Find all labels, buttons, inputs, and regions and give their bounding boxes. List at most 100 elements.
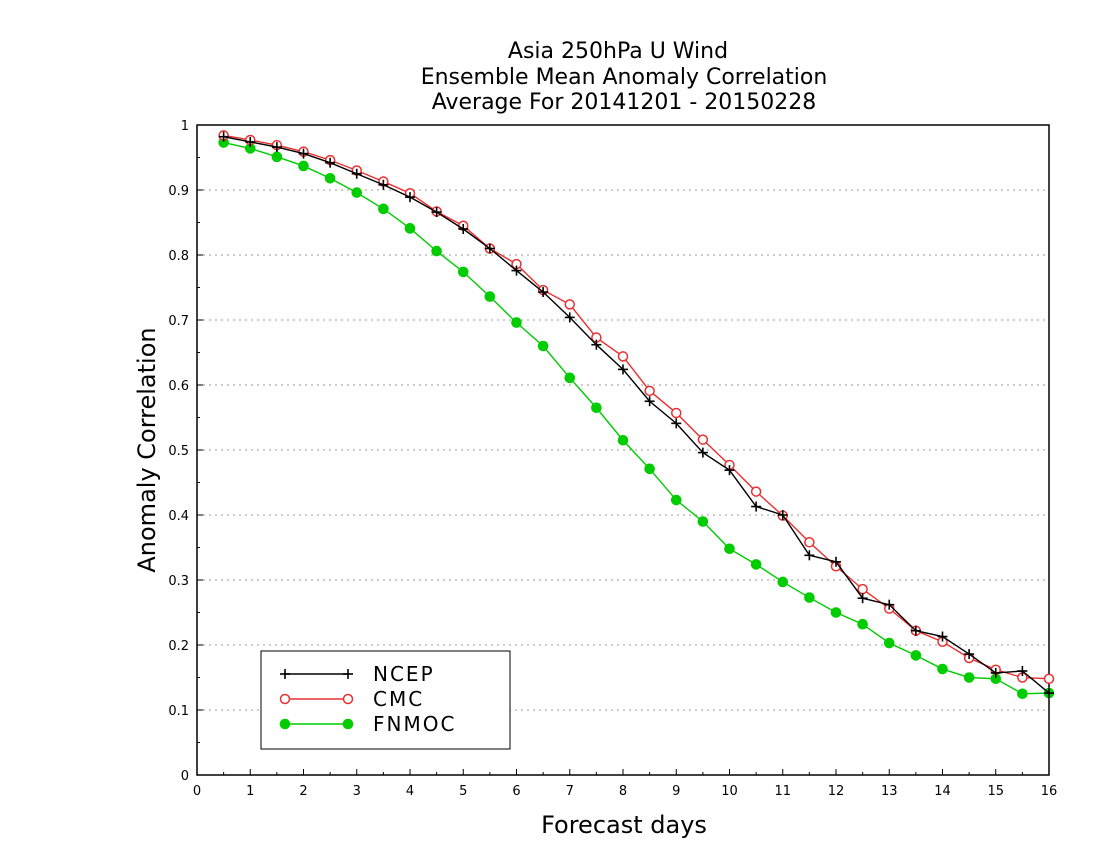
legend-item-ncep: NCEP (280, 662, 433, 686)
point-ncep-16 (644, 396, 655, 407)
x-tick-label-7: 7 (566, 784, 574, 799)
point-fnmoc-6 (378, 203, 389, 215)
x-tick-label-6: 6 (512, 784, 520, 799)
x-tick-label-15: 15 (987, 784, 1004, 799)
legend-marker-start-cmc (279, 693, 291, 705)
point-fnmoc-23 (830, 607, 842, 618)
point-ncep-12 (538, 287, 549, 298)
point-ncep-14 (591, 339, 602, 350)
title-line-3: Average For 20141201 - 20150228 (432, 90, 817, 115)
point-ncep-24 (857, 593, 868, 604)
point-cmc-17 (671, 407, 682, 419)
x-tick-label-13: 13 (881, 784, 898, 799)
point-fnmoc-20 (750, 559, 762, 570)
x-axis-title: Forecast days (541, 811, 707, 839)
point-ncep-22 (804, 550, 815, 561)
point-ncep-2 (271, 142, 282, 153)
y-tick-label-4: 0.4 (168, 509, 189, 524)
point-ncep-28 (964, 649, 975, 660)
point-cmc-31 (1043, 673, 1055, 685)
point-ncep-31 (1044, 688, 1054, 699)
y-tick-label-6: 0.6 (168, 379, 189, 394)
point-fnmoc-21 (777, 576, 789, 588)
point-ncep-20 (751, 501, 762, 512)
y-axis-title: Anomaly Correlation (133, 327, 161, 572)
y-tick-label-3: 0.3 (168, 574, 189, 589)
legend-marker-end-ncep (343, 669, 353, 679)
legend-marker-start-ncep (280, 669, 290, 679)
y-tick-label-7: 0.7 (168, 314, 189, 329)
y-tick-label-8: 0.8 (168, 249, 189, 264)
point-fnmoc-19 (724, 543, 735, 555)
chart-title: Asia 250hPa U Wind Ensemble Mean Anomaly… (421, 39, 828, 115)
point-fnmoc-28 (963, 672, 975, 683)
point-fnmoc-13 (564, 372, 576, 384)
point-cmc-18 (697, 434, 709, 445)
point-fnmoc-26 (910, 650, 922, 661)
x-tick-label-8: 8 (619, 784, 627, 799)
point-ncep-26 (910, 625, 921, 636)
legend-box (260, 650, 511, 750)
y-tick-label-1: 0.1 (168, 704, 189, 719)
point-ncep-10 (484, 243, 495, 254)
x-tick-label-16: 16 (1041, 784, 1058, 799)
series-fnmoc (218, 137, 1055, 700)
point-ncep-1 (245, 136, 256, 147)
point-ncep-23 (831, 556, 841, 567)
x-tick-label-3: 3 (353, 784, 361, 799)
y-tick-label-5: 0.5 (168, 444, 189, 459)
x-tick-label-9: 9 (672, 784, 680, 799)
title-line-1: Asia 250hPa U Wind (508, 39, 728, 64)
x-tick-label-14: 14 (934, 784, 951, 799)
x-tick-label-2: 2 (299, 784, 307, 799)
point-fnmoc-8 (431, 245, 442, 257)
point-ncep-3 (298, 148, 309, 159)
x-tick-label-0: 0 (193, 784, 201, 799)
point-cmc-15 (617, 351, 629, 362)
legend-label-fnmoc: FNMOC (373, 712, 456, 736)
point-fnmoc-17 (670, 494, 682, 506)
legend-marker-start-fnmoc (279, 718, 291, 730)
point-fnmoc-24 (857, 618, 868, 630)
point-ncep-19 (724, 465, 735, 476)
series-ncep (218, 131, 1054, 699)
point-fnmoc-7 (404, 223, 416, 234)
point-ncep-9 (458, 224, 469, 234)
y-tick-label-9: 0.9 (168, 184, 189, 199)
point-fnmoc-30 (1017, 688, 1028, 700)
point-fnmoc-3 (298, 160, 309, 172)
point-ncep-0 (218, 131, 229, 142)
series-line-ncep (223, 136, 1050, 694)
x-tick-label-4: 4 (406, 784, 414, 799)
point-ncep-11 (511, 265, 522, 276)
point-ncep-17 (671, 418, 682, 429)
legend-label-cmc: CMC (373, 687, 424, 711)
point-fnmoc-25 (883, 637, 895, 649)
point-fnmoc-27 (937, 663, 948, 675)
y-tick-label-0: 0 (181, 769, 189, 784)
series-line-fnmoc (223, 141, 1050, 695)
point-ncep-13 (564, 312, 575, 323)
point-fnmoc-11 (511, 317, 522, 328)
point-fnmoc-4 (324, 173, 336, 184)
x-tick-label-5: 5 (459, 784, 467, 799)
point-cmc-22 (804, 537, 815, 548)
y-tick-label-10: 1 (181, 119, 189, 134)
point-fnmoc-16 (644, 463, 655, 475)
legend-marker-end-cmc (342, 693, 354, 705)
y-axis: 0 0.1 0.2 0.3 0.4 0.5 0.6 0.7 0.8 0.9 1 (168, 119, 203, 784)
x-tick-label-11: 11 (774, 784, 791, 799)
point-ncep-29 (990, 667, 1001, 678)
point-fnmoc-12 (537, 340, 549, 352)
series-layer (218, 130, 1055, 700)
point-ncep-15 (618, 364, 628, 375)
y-tick-label-2: 0.2 (168, 639, 189, 654)
point-ncep-4 (325, 157, 336, 168)
title-line-2: Ensemble Mean Anomaly Correlation (421, 65, 828, 90)
point-ncep-8 (431, 207, 442, 218)
point-ncep-5 (351, 168, 362, 179)
x-axis: 0 1 2 3 4 5 6 7 8 9 10 11 12 13 14 15 16 (193, 769, 1057, 799)
legend-item-cmc: CMC (279, 687, 424, 711)
